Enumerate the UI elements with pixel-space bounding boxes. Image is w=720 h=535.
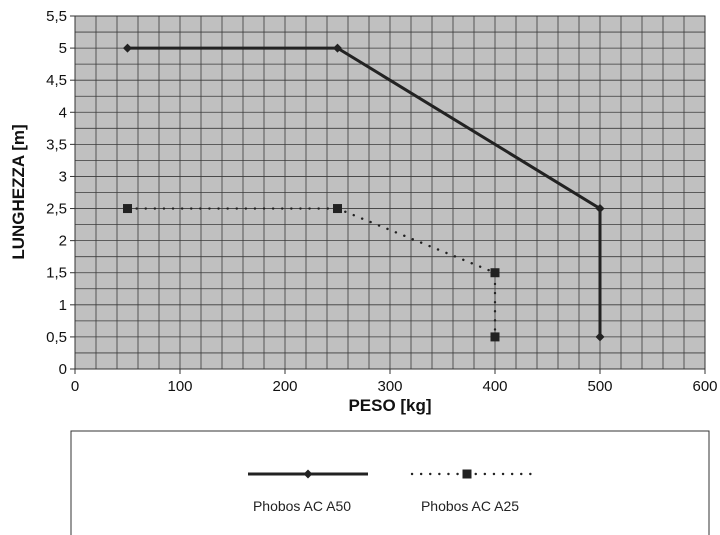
data-point bbox=[123, 204, 132, 214]
y-tick-label: 0,5 bbox=[46, 329, 67, 346]
series-line bbox=[127, 46, 602, 337]
legend-marker bbox=[462, 469, 472, 479]
data-point bbox=[595, 204, 605, 214]
data-point bbox=[333, 204, 342, 214]
y-tick-label: 3 bbox=[59, 168, 67, 185]
x-axis-title: PESO [kg] bbox=[348, 396, 431, 415]
y-tick-label: 3,5 bbox=[46, 136, 67, 153]
y-tick-label: 5,5 bbox=[46, 8, 67, 25]
x-tick-label: 200 bbox=[272, 378, 297, 395]
x-tick-label: 0 bbox=[71, 378, 79, 395]
series-2 bbox=[123, 204, 500, 342]
y-tick-label: 0 bbox=[59, 361, 67, 378]
y-tick-label: 1 bbox=[59, 297, 67, 314]
x-tick-label: 400 bbox=[482, 378, 507, 395]
y-axis-ticks: 0 0,5 1 1,5 2 2,5 3 3,5 4 4,5 5 5,5 bbox=[46, 8, 75, 378]
x-axis-ticks: 0 100 200 300 400 500 600 bbox=[71, 369, 718, 395]
y-tick-label: 4 bbox=[59, 104, 67, 121]
data-point bbox=[595, 332, 605, 342]
x-tick-label: 500 bbox=[587, 378, 612, 395]
y-tick-label: 2 bbox=[59, 233, 67, 250]
series-layer bbox=[123, 43, 605, 342]
data-point bbox=[333, 43, 342, 53]
y-tick-label: 1,5 bbox=[46, 265, 67, 282]
y-axis-title: LUNGHEZZA [m] bbox=[9, 124, 28, 259]
series-1 bbox=[123, 43, 605, 342]
y-tick-label: 4,5 bbox=[46, 72, 67, 89]
y-tick-label: 5 bbox=[59, 40, 67, 57]
legend-label: Phobos AC A25 bbox=[421, 498, 519, 514]
legend-entry: Phobos AC A50 bbox=[248, 469, 368, 514]
legend-marker bbox=[303, 469, 313, 479]
x-tick-label: 100 bbox=[167, 378, 192, 395]
x-tick-label: 600 bbox=[692, 378, 717, 395]
legend-label: Phobos AC A50 bbox=[253, 498, 351, 514]
y-tick-label: 2,5 bbox=[46, 201, 67, 218]
x-tick-label: 300 bbox=[377, 378, 402, 395]
data-point bbox=[123, 43, 132, 53]
legend-entry: Phobos AC A25 bbox=[410, 469, 534, 514]
legend-box bbox=[70, 430, 710, 535]
legend: Phobos AC A50 Phobos AC A25 bbox=[70, 430, 710, 535]
data-point bbox=[490, 332, 500, 342]
data-point bbox=[490, 268, 500, 278]
legend-items: Phobos AC A50 Phobos AC A25 bbox=[248, 469, 534, 514]
